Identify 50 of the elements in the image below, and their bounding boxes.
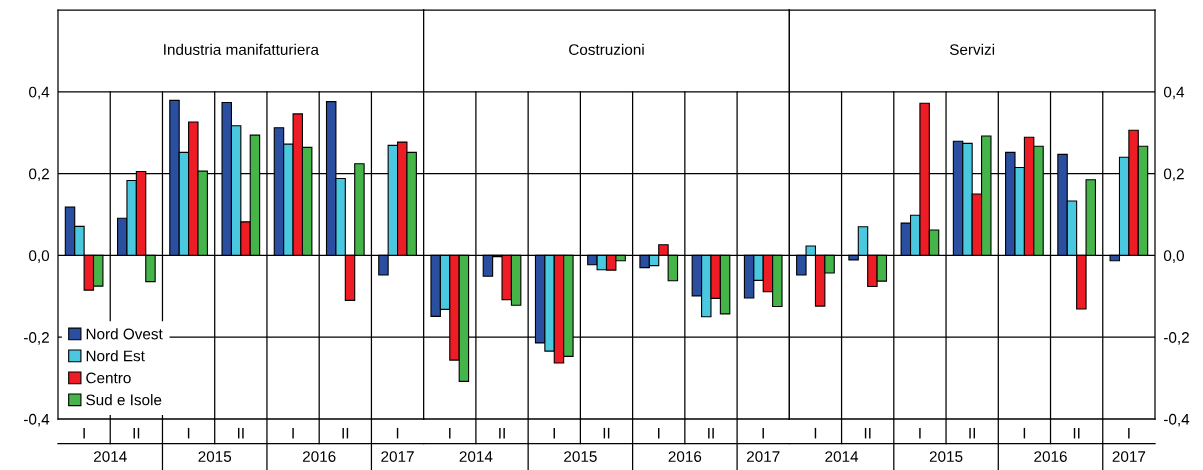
y-tick-label: -0,4	[1164, 413, 1190, 427]
x-tick-label: II	[1073, 427, 1080, 439]
y-tick-label: 0,0	[29, 250, 50, 263]
x-tick-label: I	[1023, 427, 1026, 439]
text: 2015	[564, 451, 597, 462]
x-tick-label: II	[499, 427, 505, 439]
x-tick-label: II	[603, 427, 610, 439]
x-tick-label: I	[553, 427, 555, 439]
legend-label: Sud e Isole	[86, 394, 162, 406]
y-tick-label: 0,2	[1163, 168, 1184, 182]
text: 2017	[381, 451, 414, 462]
text: 2014	[825, 451, 859, 462]
x-tick-label: II	[864, 427, 871, 439]
y-tick-label: 0,2	[29, 168, 49, 182]
x-tick-label: II	[133, 427, 140, 439]
legend-label: Nord Est	[86, 350, 145, 362]
text: Industria manifatturiera	[164, 43, 319, 55]
y-tick-label: -0,2	[24, 332, 49, 345]
text: 2016	[668, 451, 702, 462]
y-tick-label: 0,0	[1163, 250, 1184, 263]
x-tick-label: I	[762, 427, 764, 439]
x-tick-label: I	[292, 427, 294, 439]
x-tick-label: I	[658, 427, 660, 439]
legend-label: Nord Ovest	[86, 328, 163, 340]
y-tick-label: 0,4	[29, 86, 50, 100]
x-tick-label: II	[238, 427, 244, 439]
x-tick-label: I	[814, 427, 817, 439]
text: 2015	[198, 451, 232, 462]
text: 2016	[302, 451, 336, 462]
x-tick-label: I	[1128, 427, 1130, 439]
x-tick-label: I	[187, 427, 190, 439]
x-tick-label: II	[342, 427, 349, 439]
x-tick-label: I	[919, 427, 921, 439]
text: Costruzioni	[569, 43, 644, 55]
y-tick-label: -0,2	[1164, 332, 1189, 345]
text: 2014	[459, 451, 493, 462]
x-tick-label: II	[708, 427, 714, 439]
text: 2017	[746, 451, 780, 462]
text: 2017	[1112, 451, 1146, 462]
x-tick-label: I	[83, 427, 85, 439]
text: 2016	[1034, 451, 1067, 462]
x-tick-label: I	[449, 427, 451, 439]
x-tick-label: I	[396, 427, 399, 439]
text: Servizi	[949, 43, 995, 55]
y-tick-label: -0,4	[24, 413, 50, 427]
y-tick-label: 0,4	[1163, 86, 1185, 100]
x-tick-label: II	[969, 427, 975, 439]
text: 2014	[94, 451, 127, 462]
legend-label: Centro	[86, 372, 131, 384]
text: 2015	[929, 451, 963, 462]
